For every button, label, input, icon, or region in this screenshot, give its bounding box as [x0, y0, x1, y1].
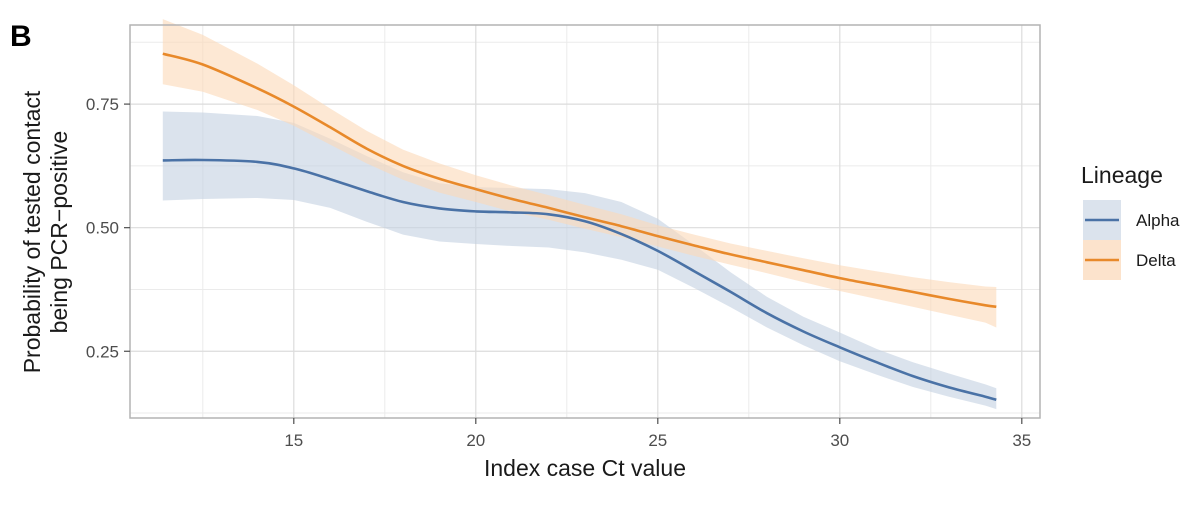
series-line-delta	[162, 52, 997, 309]
plot-area	[124, 19, 1041, 424]
x-axis-title: Index case Ct value	[484, 455, 686, 481]
x-tick-label: 35	[1012, 431, 1031, 450]
panel-label: B	[10, 20, 32, 53]
y-tick-label: 0.75	[86, 95, 119, 114]
y-axis-title-line1: Probability of tested contact	[19, 90, 45, 373]
x-tick-label: 20	[466, 431, 485, 450]
legend-label-delta: Delta	[1136, 251, 1176, 270]
legend-title: Lineage	[1081, 162, 1163, 188]
legend: Alpha Delta	[1083, 200, 1180, 280]
confidence-band-alpha	[162, 111, 997, 410]
y-tick-label: 0.50	[86, 219, 119, 238]
legend-label-alpha: Alpha	[1136, 211, 1180, 230]
x-tick-label: 30	[830, 431, 849, 450]
x-tick-label: 15	[284, 431, 303, 450]
y-tick-label: 0.25	[86, 342, 119, 361]
x-tick-label: 25	[648, 431, 667, 450]
y-axis-title-line2: being PCR−positive	[46, 131, 72, 334]
panel-border	[129, 24, 1041, 419]
series-line-alpha	[162, 158, 997, 401]
confidence-band-delta	[162, 19, 997, 328]
